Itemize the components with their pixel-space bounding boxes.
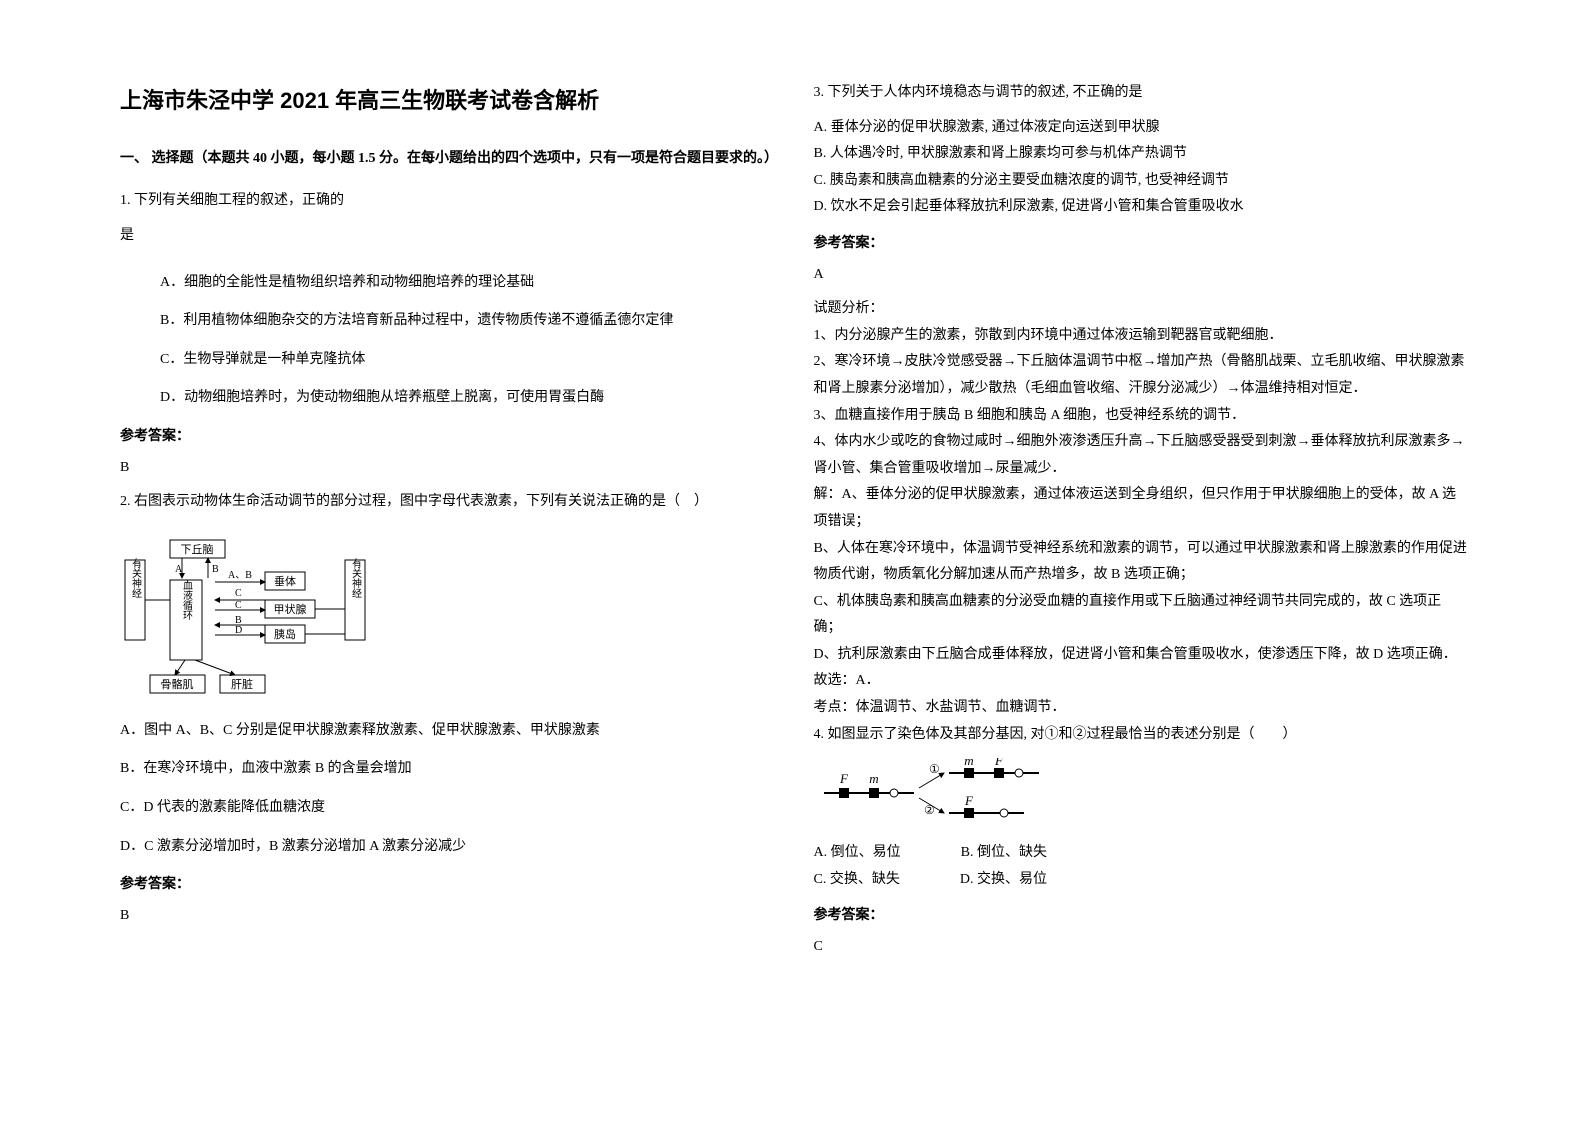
q2-opt-d: D．C 激素分泌增加时，B 激素分泌增加 A 激素分泌减少 — [120, 834, 774, 861]
svg-text:A: A — [175, 564, 183, 575]
q3-opt-b: B. 人体遇冷时, 甲状腺激素和肾上腺素均可参与机体产热调节 — [814, 141, 1468, 168]
q1-opt-b: B．利用植物体细胞杂交的方法培育新品种过程中，遗传物质传递不遵循孟德尔定律 — [120, 308, 774, 335]
svg-text:血液循环: 血液循环 — [181, 579, 193, 621]
q4-answer: C — [814, 934, 1468, 961]
left-column: 上海市朱泾中学 2021 年高三生物联考试卷含解析 一、 选择题（本题共 40 … — [100, 80, 794, 1082]
q4-stem: 4. 如图显示了染色体及其部分基因, 对①和②过程最恰当的表述分别是（ ） — [814, 722, 1468, 749]
q1-stem-line2: 是 — [120, 223, 774, 250]
svg-text:②: ② — [924, 803, 935, 817]
svg-text:F: F — [839, 771, 849, 786]
q1-opt-d: D．动物细胞培养时，为使动物细胞从培养瓶壁上脱离，可使用胃蛋白酶 — [120, 385, 774, 412]
q2-opt-b: B．在寒冷环境中，血液中激素 B 的含量会增加 — [120, 756, 774, 783]
q1-answer: B — [120, 455, 774, 482]
q3-analysis-p2: 2、寒冷环境→皮肤冷觉感受器→下丘脑体温调节中枢→增加产热（骨骼肌战栗、立毛肌收… — [814, 349, 1468, 402]
q3-stem: 3. 下列关于人体内环境稳态与调节的叙述, 不正确的是 — [814, 80, 1468, 107]
q3-answer-label: 参考答案： — [814, 231, 1468, 258]
svg-text:甲状腺: 甲状腺 — [274, 602, 307, 616]
q1-opt-c: C．生物导弹就是一种单克隆抗体 — [120, 347, 774, 374]
page-title: 上海市朱泾中学 2021 年高三生物联考试卷含解析 — [120, 80, 774, 122]
q3-analysis-pA: 解：A、垂体分泌的促甲状腺激素，通过体液运送到全身组织，但只作用于甲状腺细胞上的… — [814, 482, 1468, 535]
q3-opt-a: A. 垂体分泌的促甲状腺激素, 通过体液定向运送到甲状腺 — [814, 115, 1468, 142]
q3-analysis-label: 试题分析： — [814, 296, 1468, 323]
q3-opt-d: D. 饮水不足会引起垂体释放抗利尿激素, 促进肾小管和集合管重吸收水 — [814, 194, 1468, 221]
svg-text:肝脏: 肝脏 — [231, 678, 253, 691]
svg-text:C: C — [235, 600, 242, 611]
q3-analysis-p1: 1、内分泌腺产生的激素，弥散到内环境中通过体液运输到靶器官或靶细胞． — [814, 323, 1468, 350]
q3-opt-c: C. 胰岛素和胰高血糖素的分泌主要受血糖浓度的调节, 也受神经调节 — [814, 168, 1468, 195]
q3-analysis-p4: 4、体内水少或吃的食物过咸时→细胞外液渗透压升高→下丘脑感受器受到刺激→垂体释放… — [814, 429, 1468, 482]
q1-opt-a: A．细胞的全能性是植物组织培养和动物细胞培养的理论基础 — [120, 270, 774, 297]
svg-text:F: F — [964, 793, 974, 808]
svg-text:骨骼肌: 骨骼肌 — [161, 677, 194, 691]
q3-analysis-pB: B、人体在寒冷环境中，体温调节受神经系统和激素的调节，可以通过甲状腺激素和肾上腺… — [814, 536, 1468, 589]
q2-answer: B — [120, 903, 774, 930]
q3-analysis-pTopic: 考点：体温调节、水盐调节、血糖调节． — [814, 695, 1468, 722]
q2-figure: 有关神经 有关神经 下丘脑 A B A、B 垂体 血液循环 C C — [120, 530, 774, 700]
q3-answer: A — [814, 262, 1468, 289]
q1-answer-label: 参考答案： — [120, 424, 774, 451]
svg-text:m: m — [964, 758, 973, 768]
section-intro: 一、 选择题（本题共 40 小题，每小题 1.5 分。在每小题给出的四个选项中，… — [120, 146, 774, 173]
q4-figure: F m ① m F ② F — [814, 758, 1468, 828]
q4-opt-a: A. 倒位、易位 — [814, 840, 901, 867]
q4-opt-d: D. 交换、易位 — [960, 867, 1047, 894]
svg-text:m: m — [869, 771, 878, 786]
q4-opt-c: C. 交换、缺失 — [814, 867, 900, 894]
q4-opt-b: B. 倒位、缺失 — [961, 840, 1047, 867]
q3-analysis-pC: C、机体胰岛素和胰高血糖素的分泌受血糖的直接作用或下丘脑通过神经调节共同完成的，… — [814, 589, 1468, 642]
q4-answer-label: 参考答案： — [814, 903, 1468, 930]
svg-text:D: D — [235, 625, 242, 636]
q2-opt-a: A．图中 A、B、C 分别是促甲状腺激素释放激素、促甲状腺激素、甲状腺激素 — [120, 718, 774, 745]
svg-text:垂体: 垂体 — [274, 574, 296, 588]
svg-text:B: B — [212, 564, 219, 575]
q2-answer-label: 参考答案： — [120, 872, 774, 899]
q1-stem-line1: 1. 下列有关细胞工程的叙述，正确的 — [120, 188, 774, 215]
svg-text:①: ① — [929, 762, 940, 776]
q3-analysis-pD: D、抗利尿激素由下丘脑合成垂体释放，促进肾小管和集合管重吸收水，使渗透压下降，故… — [814, 642, 1468, 669]
svg-text:下丘脑: 下丘脑 — [181, 543, 214, 556]
q2-stem: 2. 右图表示动物体生命活动调节的部分过程，图中字母代表激素，下列有关说法正确的… — [120, 489, 774, 516]
q3-analysis-pSel: 故选：A． — [814, 668, 1468, 695]
svg-text:有关神经: 有关神经 — [350, 557, 362, 598]
svg-text:A、B: A、B — [228, 570, 252, 581]
svg-text:有关神经: 有关神经 — [130, 557, 142, 598]
q3-analysis-p3: 3、血糖直接作用于胰岛 B 细胞和胰岛 A 细胞，也受神经系统的调节． — [814, 403, 1468, 430]
right-column: 3. 下列关于人体内环境稳态与调节的叙述, 不正确的是 A. 垂体分泌的促甲状腺… — [794, 80, 1488, 1082]
svg-text:C: C — [235, 588, 242, 599]
q2-opt-c: C．D 代表的激素能降低血糖浓度 — [120, 795, 774, 822]
svg-text:F: F — [994, 758, 1004, 768]
svg-text:胰岛: 胰岛 — [274, 627, 296, 641]
